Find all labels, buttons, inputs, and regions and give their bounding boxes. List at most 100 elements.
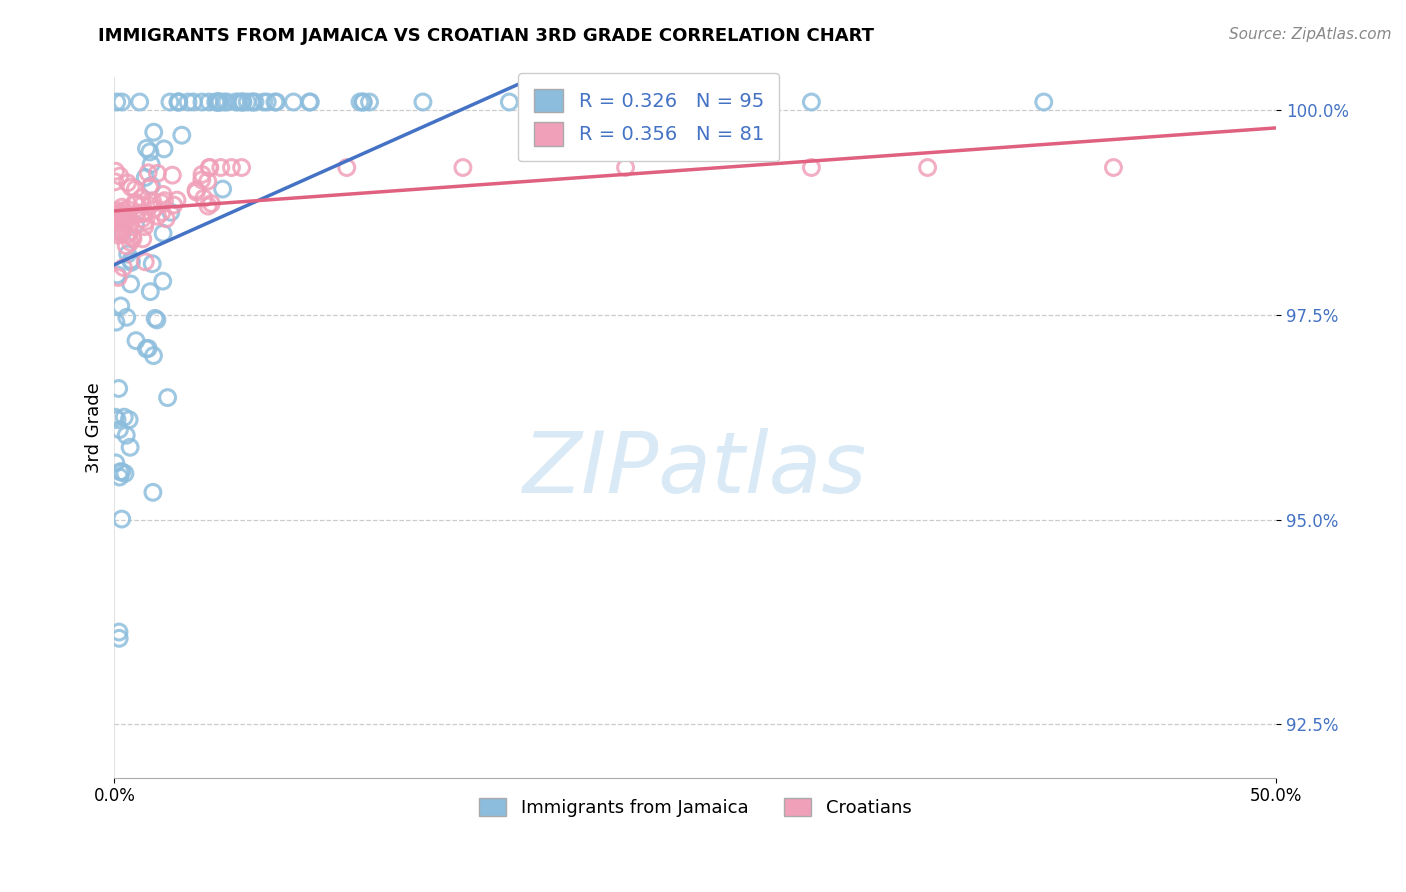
Point	[118, 413, 141, 427]
Point	[111, 208, 134, 222]
Point	[124, 197, 146, 211]
Point	[112, 410, 135, 425]
Point	[121, 230, 143, 244]
Point	[155, 211, 177, 226]
Point	[184, 183, 207, 197]
Point	[211, 182, 233, 196]
Point	[166, 193, 188, 207]
Point	[104, 208, 127, 222]
Text: IMMIGRANTS FROM JAMAICA VS CROATIAN 3RD GRADE CORRELATION CHART: IMMIGRANTS FROM JAMAICA VS CROATIAN 3RD …	[98, 27, 875, 45]
Point	[142, 125, 165, 139]
Point	[134, 206, 156, 220]
Point	[108, 625, 131, 640]
Point	[177, 95, 200, 109]
Point	[105, 208, 128, 222]
Point	[108, 470, 131, 484]
Point	[141, 178, 163, 193]
Point	[204, 95, 226, 109]
Point	[800, 161, 823, 175]
Point	[120, 235, 142, 250]
Point	[242, 95, 264, 109]
Point	[153, 142, 176, 156]
Point	[232, 95, 254, 109]
Point	[139, 285, 162, 299]
Point	[198, 161, 221, 175]
Point	[146, 166, 169, 180]
Point	[159, 95, 181, 109]
Point	[104, 164, 127, 178]
Point	[107, 213, 129, 227]
Point	[105, 268, 128, 282]
Point	[111, 200, 134, 214]
Point	[105, 95, 128, 109]
Point	[104, 315, 127, 329]
Point	[156, 391, 179, 405]
Point	[198, 95, 221, 109]
Point	[136, 166, 159, 180]
Point	[111, 95, 134, 109]
Point	[120, 180, 142, 194]
Point	[115, 428, 138, 442]
Point	[112, 220, 135, 235]
Point	[215, 95, 238, 109]
Point	[139, 145, 162, 159]
Point	[299, 95, 322, 109]
Point	[205, 95, 228, 109]
Point	[108, 223, 131, 237]
Point	[117, 211, 139, 225]
Text: ZIPatlas: ZIPatlas	[523, 428, 868, 511]
Point	[1102, 161, 1125, 175]
Point	[104, 410, 127, 425]
Point	[221, 161, 243, 175]
Point	[800, 95, 823, 109]
Point	[614, 161, 637, 175]
Point	[197, 174, 219, 188]
Point	[139, 180, 162, 194]
Point	[132, 232, 155, 246]
Point	[131, 211, 153, 226]
Point	[115, 227, 138, 242]
Point	[352, 95, 374, 109]
Point	[104, 223, 127, 237]
Point	[231, 161, 253, 175]
Point	[120, 440, 142, 454]
Point	[131, 198, 153, 212]
Point	[162, 168, 184, 182]
Point	[183, 95, 205, 109]
Point	[231, 95, 253, 109]
Point	[108, 206, 131, 220]
Point	[208, 95, 231, 109]
Point	[128, 95, 150, 109]
Point	[139, 199, 162, 213]
Point	[117, 176, 139, 190]
Point	[170, 128, 193, 143]
Point	[150, 205, 173, 219]
Point	[226, 95, 249, 109]
Point	[209, 161, 232, 175]
Point	[135, 214, 157, 228]
Point	[359, 95, 381, 109]
Point	[136, 342, 159, 356]
Point	[111, 223, 134, 237]
Point	[166, 95, 188, 109]
Point	[114, 467, 136, 481]
Point	[108, 227, 131, 241]
Point	[152, 274, 174, 288]
Point	[111, 465, 134, 479]
Point	[107, 382, 129, 396]
Point	[112, 215, 135, 229]
Point	[146, 313, 169, 327]
Point	[683, 95, 706, 109]
Point	[120, 277, 142, 291]
Point	[191, 95, 214, 109]
Point	[298, 95, 321, 109]
Point	[107, 203, 129, 218]
Point	[104, 175, 127, 189]
Point	[108, 169, 131, 183]
Point	[498, 95, 520, 109]
Point	[142, 202, 165, 216]
Point	[253, 95, 276, 109]
Y-axis label: 3rd Grade: 3rd Grade	[86, 382, 103, 473]
Point	[115, 239, 138, 253]
Point	[112, 204, 135, 219]
